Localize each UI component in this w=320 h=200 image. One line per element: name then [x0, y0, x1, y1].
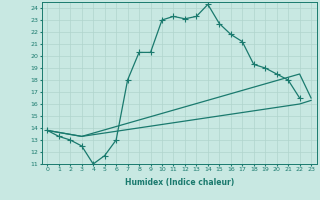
X-axis label: Humidex (Indice chaleur): Humidex (Indice chaleur) — [124, 178, 234, 187]
